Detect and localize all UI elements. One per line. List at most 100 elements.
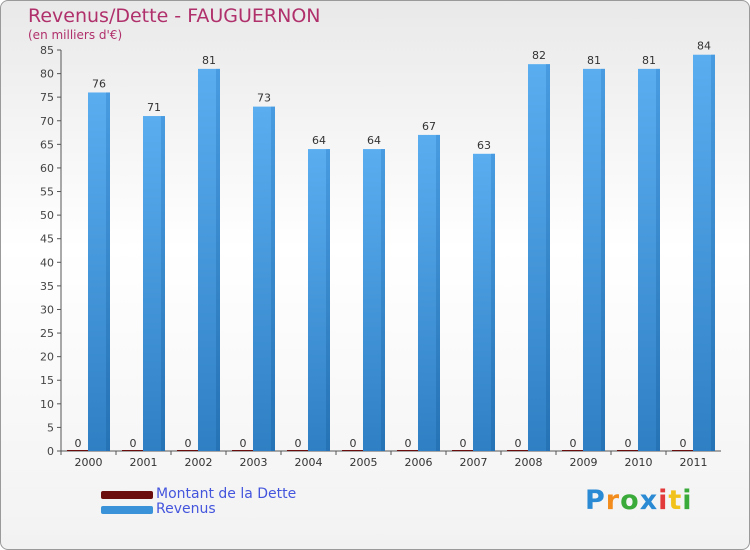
x-tick-label: 2003 — [240, 456, 268, 469]
x-tick-label: 2002 — [185, 456, 213, 469]
bar-revenus — [418, 134, 440, 451]
bar-revenus-shade — [326, 149, 330, 451]
bar-revenus — [528, 64, 550, 451]
data-label-dette: 0 — [515, 437, 522, 450]
bar-revenus — [253, 106, 275, 452]
bar-dette — [397, 450, 419, 451]
y-tick-label: 25 — [40, 327, 54, 340]
logo-letter: r — [605, 485, 621, 516]
y-tick-label: 75 — [40, 91, 54, 104]
bar-revenus — [583, 68, 605, 451]
proxiti-logo: Proxiti — [585, 485, 693, 516]
y-tick-label: 10 — [40, 398, 54, 411]
data-label-dette: 0 — [680, 437, 687, 450]
bar-revenus-shade — [711, 54, 715, 451]
x-tick-label: 2001 — [130, 456, 158, 469]
bar-revenus-shade — [491, 153, 495, 451]
bar-revenus-shade — [436, 134, 440, 451]
data-label-revenus: 76 — [92, 77, 106, 90]
x-tick-label: 2006 — [405, 456, 433, 469]
bar-dette — [67, 450, 89, 451]
x-tick-label: 2004 — [295, 456, 323, 469]
y-tick-label: 45 — [40, 233, 54, 246]
logo-letter: t — [668, 485, 683, 516]
logo-letter: i — [682, 485, 693, 516]
y-tick-label: 55 — [40, 186, 54, 199]
bar-revenus-shade — [601, 68, 605, 451]
bar-revenus-shade — [546, 64, 550, 451]
data-label-dette: 0 — [405, 437, 412, 450]
bar-revenus-shade — [656, 68, 660, 451]
data-label-dette: 0 — [350, 437, 357, 450]
data-label-dette: 0 — [75, 437, 82, 450]
data-label-revenus: 73 — [257, 92, 271, 105]
bar-dette — [672, 450, 694, 451]
y-tick-label: 15 — [40, 374, 54, 387]
bar-revenus — [473, 153, 495, 451]
data-label-dette: 0 — [240, 437, 247, 450]
x-tick-label: 2009 — [570, 456, 598, 469]
bar-revenus — [638, 68, 660, 451]
y-tick-label: 80 — [40, 68, 54, 81]
bar-dette — [177, 450, 199, 451]
x-tick-label: 2000 — [75, 456, 103, 469]
y-tick-label: 5 — [47, 421, 54, 434]
y-tick-label: 0 — [47, 445, 54, 458]
bar-revenus-shade — [216, 68, 220, 451]
y-tick-label: 60 — [40, 162, 54, 175]
data-label-dette: 0 — [625, 437, 632, 450]
x-tick-label: 2011 — [680, 456, 708, 469]
data-label-dette: 0 — [460, 437, 467, 450]
y-tick-label: 50 — [40, 209, 54, 222]
data-label-dette: 0 — [185, 437, 192, 450]
x-tick-label: 2010 — [625, 456, 653, 469]
y-tick-label: 65 — [40, 138, 54, 151]
logo-letter: P — [585, 485, 606, 516]
bar-revenus-shade — [271, 106, 275, 452]
data-label-revenus: 81 — [587, 54, 601, 67]
data-label-revenus: 64 — [367, 134, 381, 147]
data-label-revenus: 81 — [642, 54, 656, 67]
bar-revenus-shade — [161, 116, 165, 451]
bar-revenus — [88, 92, 110, 451]
data-label-dette: 0 — [570, 437, 577, 450]
data-label-revenus: 71 — [147, 101, 161, 114]
bar-dette — [342, 450, 364, 451]
logo-letter: i — [658, 485, 669, 516]
bar-revenus — [363, 149, 385, 451]
data-label-dette: 0 — [295, 437, 302, 450]
x-tick-label: 2008 — [515, 456, 543, 469]
data-label-revenus: 84 — [697, 40, 711, 53]
chart-title: Revenus/Dette - FAUGUERNON — [28, 5, 321, 27]
bar-dette — [617, 450, 639, 451]
y-tick-label: 20 — [40, 351, 54, 364]
bar-revenus-shade — [106, 92, 110, 451]
bar-revenus — [143, 116, 165, 451]
x-tick-label: 2007 — [460, 456, 488, 469]
data-label-revenus: 63 — [477, 139, 491, 152]
bar-dette — [287, 450, 309, 451]
legend-label-revenus: Revenus — [156, 501, 216, 517]
bar-revenus — [693, 54, 715, 451]
chart-subtitle: (en milliers d'€) — [28, 28, 123, 42]
logo-letter: x — [639, 485, 659, 516]
y-tick-label: 35 — [40, 280, 54, 293]
y-tick-label: 85 — [40, 44, 54, 57]
bar-dette — [452, 450, 474, 451]
bar-revenus — [198, 68, 220, 451]
y-tick-label: 30 — [40, 303, 54, 316]
data-label-revenus: 64 — [312, 134, 326, 147]
data-label-revenus: 67 — [422, 120, 436, 133]
bar-dette — [232, 450, 254, 451]
logo-letter: o — [620, 485, 640, 516]
y-tick-label: 70 — [40, 115, 54, 128]
bar-dette — [562, 450, 584, 451]
legend-label-dette: Montant de la Dette — [156, 486, 297, 502]
legend-swatch-dette — [101, 491, 153, 499]
data-label-dette: 0 — [130, 437, 137, 450]
data-label-revenus: 82 — [532, 49, 546, 62]
bar-revenus-shade — [381, 149, 385, 451]
bar-dette — [507, 450, 529, 451]
